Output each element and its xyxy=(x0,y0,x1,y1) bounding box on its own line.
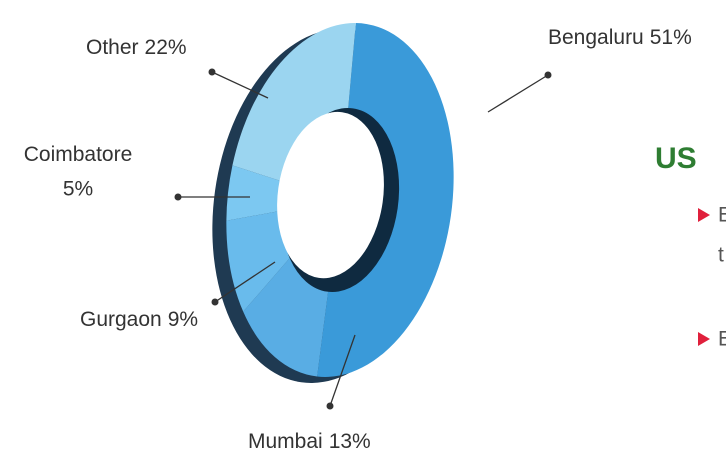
category-label: Bengaluru 51% xyxy=(548,26,692,49)
segment xyxy=(226,210,292,312)
category-name: Bengaluru xyxy=(548,26,644,49)
segment xyxy=(226,165,287,221)
side-panel: US E t E xyxy=(655,142,726,351)
leader-dot xyxy=(174,193,182,201)
bullet-icon xyxy=(698,332,710,346)
donut-hole xyxy=(277,107,400,293)
bullet-text: t xyxy=(718,244,724,267)
leader-dot xyxy=(326,402,334,410)
leader-dot xyxy=(211,298,219,306)
category-name: Gurgaon xyxy=(80,308,162,331)
category-label: Mumbai 13% xyxy=(248,430,371,453)
value-label: 5% xyxy=(63,178,93,201)
leader-line xyxy=(487,74,549,113)
leader-dot xyxy=(544,71,552,79)
hole xyxy=(277,111,384,279)
category-label: Gurgaon 9% xyxy=(80,308,198,331)
value-label: 51% xyxy=(650,26,692,49)
segment xyxy=(232,23,356,183)
bullet-icon xyxy=(698,208,710,222)
category-name: Mumbai xyxy=(248,430,323,453)
category-name: Other xyxy=(86,36,139,59)
labels: Bengaluru 51% Mumbai 13% Gurgaon 9% Coimbatore… xyxy=(24,26,692,453)
value-label: 22% xyxy=(145,36,187,59)
leader-line xyxy=(214,261,276,303)
bullet-text: E xyxy=(718,328,726,351)
leader-dot xyxy=(208,68,216,76)
leader-line xyxy=(211,71,269,99)
heading: US xyxy=(655,142,697,175)
category-name: Coimbatore xyxy=(24,143,133,166)
value-label: 13% xyxy=(329,430,371,453)
bullet-text: E xyxy=(718,204,726,227)
value-label: 9% xyxy=(168,308,198,331)
category-label: Coimbatore xyxy=(24,143,133,166)
category-label: Other 22% xyxy=(86,36,187,59)
segment xyxy=(243,255,329,377)
leader-line xyxy=(329,334,356,407)
